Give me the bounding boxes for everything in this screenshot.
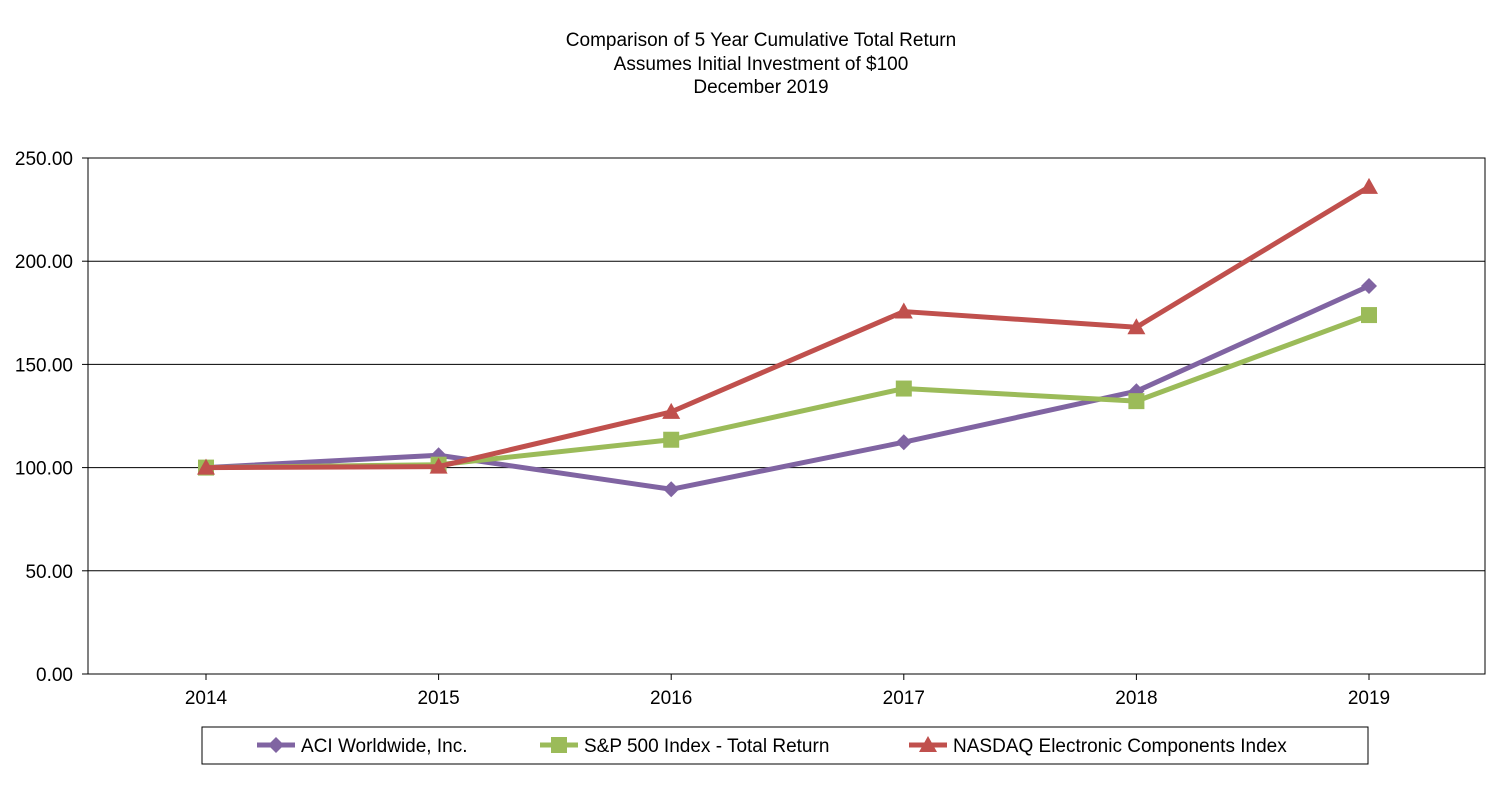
y-axis-tick-labels: 0.00 50.00 100.00 150.00 200.00 250.00 xyxy=(15,149,73,686)
legend-item: ACI Worldwide, Inc. xyxy=(257,736,467,757)
chart-title: Comparison of 5 Year Cumulative Total Re… xyxy=(566,30,956,51)
data-point xyxy=(662,402,681,419)
legend-label: ACI Worldwide, Inc. xyxy=(301,736,467,757)
x-tick-label: 2016 xyxy=(650,688,692,709)
x-tick-label: 2019 xyxy=(1348,688,1390,709)
chart-subtitle-line-1: Assumes Initial Investment of $100 xyxy=(614,54,909,75)
data-point xyxy=(429,457,448,474)
plot-area xyxy=(87,157,1486,675)
x-tick-label: 2015 xyxy=(417,688,459,709)
series-line xyxy=(203,184,1372,471)
data-point xyxy=(894,302,913,319)
legend-swatch-marker xyxy=(919,736,937,752)
series-line xyxy=(203,283,1372,492)
data-point xyxy=(895,434,912,451)
legend-box xyxy=(201,726,1369,765)
data-point xyxy=(1128,393,1145,410)
y-tick-label: 150.00 xyxy=(15,355,73,376)
legend-label: S&P 500 Index - Total Return xyxy=(584,736,829,757)
x-axis-tick-labels: 2014 2015 2016 2017 2018 2019 xyxy=(185,674,1390,709)
legend: ACI Worldwide, Inc. S&P 500 Index - Total… xyxy=(201,726,1369,765)
x-tick-label: 2017 xyxy=(883,688,925,709)
data-point xyxy=(1127,318,1146,335)
data-point xyxy=(1360,177,1378,194)
y-tick-label: 200.00 xyxy=(15,252,73,273)
x-tick-label: 2014 xyxy=(185,688,228,709)
y-tick-label: 100.00 xyxy=(15,459,73,480)
data-point xyxy=(197,458,215,475)
data-point xyxy=(895,380,912,397)
series-group xyxy=(197,177,1378,498)
legend-swatch-marker xyxy=(551,737,567,753)
series-line xyxy=(203,312,1372,471)
y-tick-label: 250.00 xyxy=(15,149,73,170)
y-tick-label: 50.00 xyxy=(25,562,73,583)
data-point xyxy=(1361,277,1377,294)
data-point xyxy=(663,481,680,498)
chart-subtitle-line-2: December 2019 xyxy=(693,77,828,98)
data-point xyxy=(1361,307,1377,324)
series-3 xyxy=(197,177,1378,475)
legend-item: NASDAQ Electronic Components Index xyxy=(909,736,1287,757)
y-tick-label: 0.00 xyxy=(36,665,73,686)
data-point xyxy=(663,431,680,448)
series-2 xyxy=(198,307,1377,476)
legend-item: S&P 500 Index - Total Return xyxy=(540,736,829,757)
legend-label: NASDAQ Electronic Components Index xyxy=(953,736,1287,757)
x-tick-label: 2018 xyxy=(1115,688,1157,709)
legend-swatch-marker xyxy=(268,737,284,753)
